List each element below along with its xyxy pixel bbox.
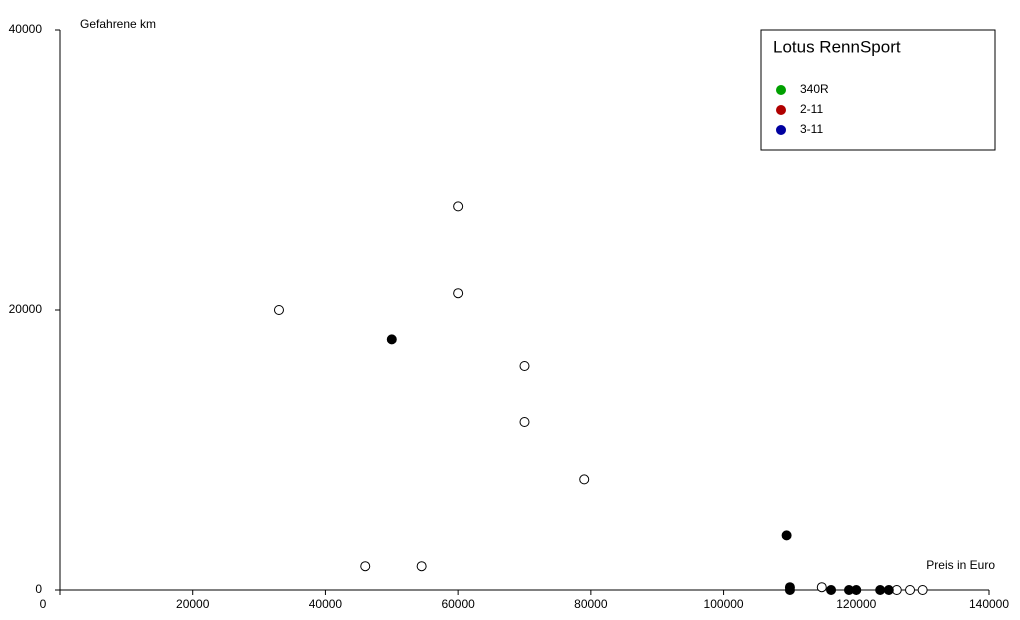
x-tick-label: 20000 (176, 597, 210, 611)
x-tick-label: 80000 (574, 597, 608, 611)
data-point (816, 582, 827, 593)
legend-marker (776, 105, 786, 115)
data-point (453, 288, 464, 299)
data-point (905, 585, 916, 595)
x-axis-label: Preis in Euro (926, 558, 995, 572)
y-axis-label: Gefahrene km (80, 17, 156, 31)
y-tick-label: 0 (35, 582, 42, 596)
x-tick-label: 140000 (969, 597, 1009, 611)
data-point (917, 585, 928, 595)
x-tick-label: 60000 (441, 597, 475, 611)
data-point (416, 561, 427, 572)
data-point (273, 305, 284, 315)
x-tick-label: 0 (40, 597, 47, 611)
data-point (519, 417, 530, 427)
data-point (453, 201, 464, 212)
legend-marker (776, 125, 786, 135)
y-tick-label: 40000 (9, 22, 43, 36)
legend-label: 3-11 (800, 122, 823, 136)
x-tick-label: 40000 (309, 597, 343, 611)
data-point (875, 585, 886, 595)
data-point (826, 585, 837, 595)
data-point (360, 561, 371, 572)
legend-box (760, 29, 996, 151)
data-point (781, 530, 792, 541)
data-point (386, 334, 397, 345)
data-point (784, 585, 795, 595)
data-point (851, 585, 862, 595)
data-point (883, 585, 894, 595)
y-tick-label: 20000 (9, 302, 43, 316)
legend-title: Lotus RennSport (773, 37, 901, 56)
x-tick-label: 120000 (836, 597, 876, 611)
legend-label: 340R (800, 82, 829, 96)
data-point (579, 474, 590, 485)
x-tick-label: 100000 (704, 597, 744, 611)
data-point (519, 361, 530, 371)
legend-label: 2-11 (800, 102, 823, 116)
legend-marker (776, 85, 786, 95)
